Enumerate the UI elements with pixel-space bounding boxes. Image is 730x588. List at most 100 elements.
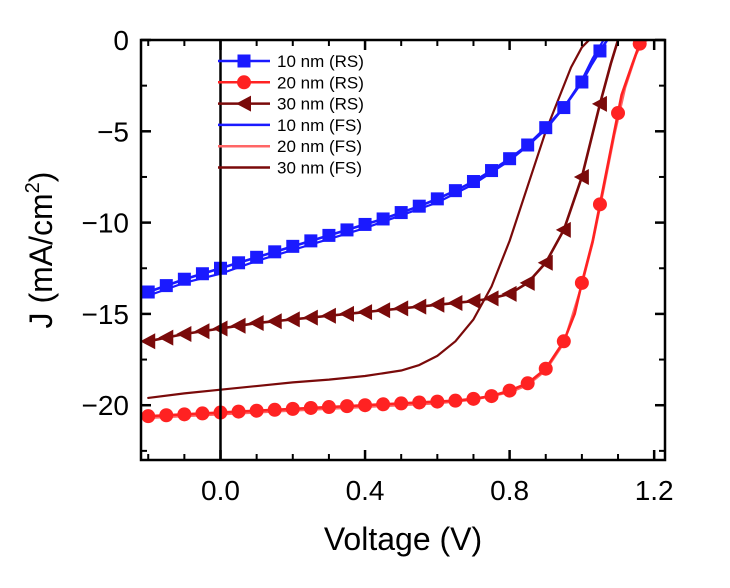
series-2-marker-3 <box>177 407 192 422</box>
y-tick-label: 0 <box>113 25 129 56</box>
series-1-marker-14 <box>376 212 390 226</box>
series-3-marker-11 <box>320 307 336 324</box>
series-layer <box>146 40 649 420</box>
x-tick-labels: 0.0 0.4 0.8 1.2 <box>201 475 674 506</box>
series-line-1 <box>146 40 609 294</box>
y-tick-label: −10 <box>82 208 130 239</box>
series-1-marker-9 <box>286 239 300 253</box>
series-3-marker-26 <box>591 95 607 112</box>
series-1-marker-8 <box>268 245 282 259</box>
series-2-marker-22 <box>520 376 535 391</box>
plot-frame <box>139 38 667 462</box>
legend-label: 30 nm (FS) <box>277 159 362 178</box>
y-tick-labels: 0 −5 −10 −15 −20 <box>82 25 130 421</box>
series-1-marker-26 <box>593 44 607 58</box>
legend-label: 30 nm (RS) <box>277 95 364 114</box>
series-1-marker-11 <box>322 228 336 242</box>
y-tick-label: −20 <box>82 390 130 421</box>
series-1-marker-12 <box>340 223 354 237</box>
series-2-marker-4 <box>195 406 210 421</box>
series-2-marker-9 <box>285 401 300 416</box>
legend-label: 20 nm (RS) <box>277 73 364 92</box>
marker-layer <box>141 40 647 424</box>
series-1-marker-16 <box>412 199 426 213</box>
y-tick-label: −15 <box>82 299 130 330</box>
legend: 10 nm (RS) 20 nm (RS) 30 nm (RS) 10 nm (FS)… <box>218 52 364 178</box>
series-3-marker-2 <box>158 329 174 346</box>
series-3-marker-9 <box>284 311 300 328</box>
series-3-marker-15 <box>393 300 409 317</box>
series-3-marker-4 <box>194 323 210 340</box>
series-3-marker-6 <box>230 317 246 334</box>
series-2-marker-17 <box>430 394 445 409</box>
series-2-marker-19 <box>466 391 481 406</box>
x-axis-label: Voltage (V) <box>324 521 482 557</box>
y-axis-label-base: J (mA/cm <box>23 193 59 328</box>
series-3-marker-22 <box>519 274 535 291</box>
legend-entry-3: 30 nm (RS) <box>218 95 364 114</box>
series-2-marker-8 <box>267 402 282 417</box>
series-3-marker-17 <box>429 296 445 313</box>
legend-label: 10 nm (RS) <box>277 52 364 71</box>
series-2-marker-20 <box>484 389 499 404</box>
series-1-marker-18 <box>448 184 462 198</box>
series-2-marker-25 <box>574 275 589 290</box>
series-2-marker-21 <box>502 383 517 398</box>
legend-entry-2: 20 nm (RS) <box>218 73 364 92</box>
series-line-4 <box>147 40 605 297</box>
series-1-marker-15 <box>394 206 408 220</box>
series-1-marker-6 <box>232 256 246 270</box>
series-3-marker-24 <box>555 221 571 238</box>
series-1-marker-3 <box>177 272 191 286</box>
series-line-6 <box>147 40 591 400</box>
series-3-marker-23 <box>537 254 553 271</box>
series-2-marker-1 <box>141 409 156 424</box>
series-2-marker-24 <box>556 334 571 349</box>
series-3-marker-16 <box>411 298 427 315</box>
series-2-marker-13 <box>358 398 373 413</box>
y-axis-label-close: ) <box>23 172 59 183</box>
series-3-marker-25 <box>573 168 589 185</box>
series-3-marker-10 <box>302 309 318 326</box>
series-3-marker-13 <box>357 304 373 321</box>
series-2-marker-7 <box>249 403 264 418</box>
legend-swatch-marker <box>237 75 251 90</box>
series-1-marker-1 <box>141 285 155 299</box>
legend-entry-4: 10 nm (FS) <box>218 116 362 135</box>
series-3-marker-18 <box>447 294 463 311</box>
series-2-marker-12 <box>339 399 354 414</box>
series-1-marker-10 <box>304 234 318 248</box>
legend-swatch-marker <box>236 95 251 112</box>
series-2-marker-11 <box>321 400 336 415</box>
series-2-marker-18 <box>448 393 463 408</box>
x-tick-label: 0.0 <box>201 475 240 506</box>
series-2-marker-14 <box>376 397 391 412</box>
series-3-marker-21 <box>501 285 517 302</box>
y-axis-label-superscript: 2 <box>22 182 44 193</box>
series-2-marker-6 <box>231 404 246 419</box>
legend-entry-1: 10 nm (RS) <box>218 52 364 71</box>
y-axis-label: J (mA/cm2) <box>22 172 59 329</box>
series-3-marker-1 <box>141 333 156 350</box>
series-2-marker-10 <box>303 400 318 415</box>
series-1-marker-7 <box>250 250 264 264</box>
series-1-marker-4 <box>195 267 209 281</box>
tick-layer <box>141 38 665 460</box>
series-2-marker-28 <box>632 40 647 51</box>
x-tick-label: 1.2 <box>635 475 674 506</box>
legend-entry-5: 20 nm (FS) <box>218 137 362 156</box>
series-line-3 <box>146 40 620 343</box>
series-2-marker-2 <box>159 408 174 423</box>
series-1-marker-23 <box>539 121 553 135</box>
series-1-marker-22 <box>521 138 535 152</box>
series-1-marker-13 <box>358 217 372 231</box>
series-2-marker-27 <box>611 106 626 121</box>
series-3-marker-7 <box>248 315 264 332</box>
series-1-marker-17 <box>430 192 444 206</box>
series-2-marker-26 <box>592 197 607 212</box>
series-3-marker-3 <box>176 326 192 342</box>
legend-label: 20 nm (FS) <box>277 137 362 156</box>
series-2-marker-23 <box>538 361 553 376</box>
series-2-marker-16 <box>412 395 427 410</box>
